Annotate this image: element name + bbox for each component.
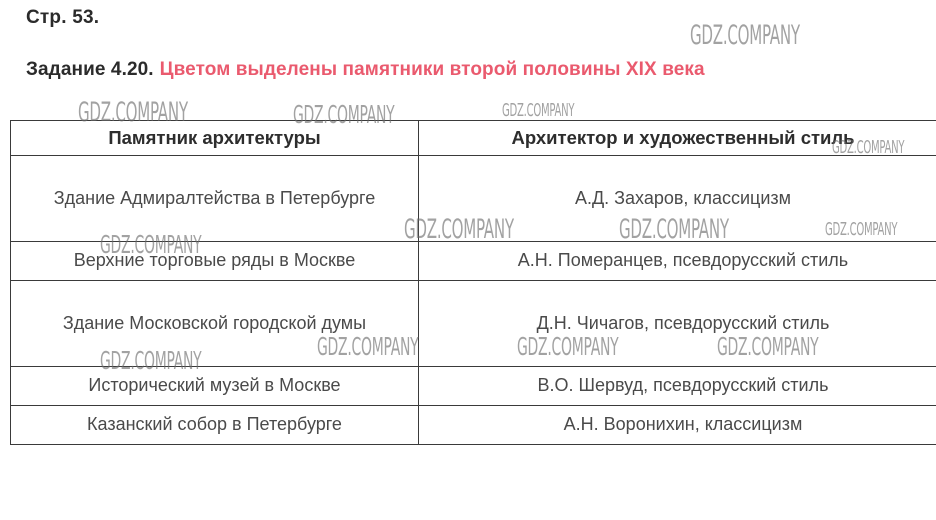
table-head: Памятник архитектуры Архитектор и художе… [10,120,936,156]
watermark: GDZ.COMPANY [502,100,575,121]
table-row: Здание Московской городской думы Д.Н. Чич… [10,280,936,367]
cell-architect: А.Д. Захаров, классицизм [418,155,936,242]
page-number-label: Стр. 53. [26,7,100,28]
cell-architect: В.О. Шервуд, псевдорусский стиль [418,366,936,406]
watermark: GDZ.COMPANY [690,20,800,51]
task-title: Цветом выделены памятники второй половин… [159,59,705,80]
table-header-row: Памятник архитектуры Архитектор и художе… [10,120,936,156]
cell-monument: Здание Московской городской думы [10,280,419,367]
cell-monument: Казанский собор в Петербурге [10,405,419,445]
table-row: Здание Адмиралтейства в Петербурге А.Д. З… [10,155,936,242]
cell-monument: Здание Адмиралтейства в Петербурге [10,155,419,242]
column-header-monument: Памятник архитектуры [10,120,419,156]
cell-monument: Верхние торговые ряды в Москве [10,241,419,281]
monuments-table: Памятник архитектуры Архитектор и художе… [10,120,936,445]
cell-monument: Исторический музей в Москве [10,366,419,406]
cell-architect: Д.Н. Чичагов, псевдорусский стиль [418,280,936,367]
table-row: Верхние торговые ряды в Москве А.Н. Помер… [10,241,936,281]
table-row: Исторический музей в Москве В.О. Шервуд, … [10,366,936,406]
table-row: Казанский собор в Петербурге А.Н. Вороних… [10,405,936,445]
cell-architect: А.Н. Померанцев, псевдорусский стиль [418,241,936,281]
column-header-architect: Архитектор и художественный стиль [418,120,936,156]
task-heading: Задание 4.20. Цветом выделены памятники в… [26,59,705,81]
table-body: Здание Адмиралтейства в Петербурге А.Д. З… [10,155,936,445]
cell-architect: А.Н. Воронихин, классицизм [418,405,936,445]
task-number: Задание 4.20. [26,59,154,80]
